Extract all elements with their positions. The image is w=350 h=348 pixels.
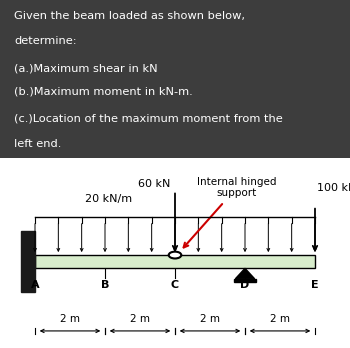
Text: Internal hinged
support: Internal hinged support bbox=[196, 176, 276, 198]
Text: (c.)Location of the maximum moment from the: (c.)Location of the maximum moment from … bbox=[14, 114, 283, 124]
Text: determine:: determine: bbox=[14, 36, 77, 46]
Text: 2 m: 2 m bbox=[200, 314, 220, 324]
Bar bbox=[35, 255, 315, 268]
Text: 60 kN: 60 kN bbox=[138, 179, 170, 189]
Polygon shape bbox=[235, 268, 254, 279]
Text: 2 m: 2 m bbox=[270, 314, 290, 324]
Text: D: D bbox=[240, 280, 250, 290]
FancyBboxPatch shape bbox=[0, 157, 350, 348]
Text: E: E bbox=[311, 280, 319, 290]
Text: A: A bbox=[31, 280, 39, 290]
Text: left end.: left end. bbox=[14, 139, 61, 149]
Bar bbox=[21, 231, 35, 292]
Text: 2 m: 2 m bbox=[130, 314, 150, 324]
Circle shape bbox=[169, 252, 181, 259]
Text: 100 kN: 100 kN bbox=[317, 183, 350, 193]
Text: B: B bbox=[101, 280, 109, 290]
Text: (b.)Maximum moment in kN-m.: (b.)Maximum moment in kN-m. bbox=[14, 87, 193, 97]
Text: Given the beam loaded as shown below,: Given the beam loaded as shown below, bbox=[14, 11, 245, 21]
Text: (a.)Maximum shear in kN: (a.)Maximum shear in kN bbox=[14, 63, 158, 73]
Text: 2 m: 2 m bbox=[60, 314, 80, 324]
Bar bbox=[234, 279, 255, 282]
Text: 20 kN/m: 20 kN/m bbox=[85, 194, 132, 204]
Text: C: C bbox=[171, 280, 179, 290]
